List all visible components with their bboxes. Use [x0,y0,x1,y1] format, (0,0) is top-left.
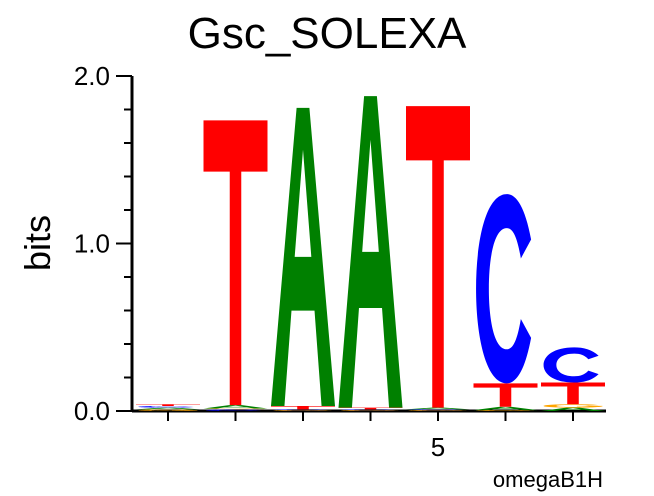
letter-A-pos2 [203,405,268,409]
y-tick-label: 0.0 [74,396,110,426]
letter-C-pos7 [543,347,599,383]
letter-A-pos1 [136,407,200,410]
letter-G-pos7 [543,404,603,408]
letter-G-pos3 [273,410,333,411]
letter-T-pos4 [338,407,403,410]
logo-position-3 [271,107,335,411]
letter-A-pos3 [271,107,335,406]
letter-T-pos7 [541,382,605,405]
letter-G-pos4 [341,410,400,411]
logo-position-2 [203,120,268,411]
letter-T-pos2 [203,120,268,406]
letter-G-pos6 [476,410,535,411]
letter-C-pos5 [408,409,464,411]
letter-T-pos5 [406,106,470,408]
letter-C-pos3 [273,409,329,411]
letter-T-pos1 [136,404,200,406]
letter-A-pos7 [541,407,605,411]
letter-T-pos6 [473,383,538,407]
y-tick-label: 1.0 [74,229,110,259]
logo-position-4 [338,96,403,411]
letter-G-pos2 [206,408,265,410]
letter-T-pos3 [271,405,335,410]
letter-G-pos1 [138,409,198,411]
x-tick-label: 5 [431,432,445,462]
footer-label: omegaB1H [493,467,603,492]
letter-G-pos5 [408,410,468,411]
letter-stacks [136,96,605,411]
letter-C-pos6 [476,194,532,384]
y-tick-label: 2.0 [74,61,110,91]
y-axis: 0.0 1.0 2.0 [74,61,134,426]
letter-A-pos4 [338,96,403,408]
y-axis-label: bits [17,215,58,271]
logo-position-5 [406,106,470,411]
letter-C-pos1 [138,405,194,408]
letter-C-pos4 [341,409,397,411]
letter-A-pos5 [406,407,470,410]
logo-position-6 [473,194,538,411]
chart-title: Gsc_SOLEXA [188,9,467,58]
x-axis: 5 [132,409,606,462]
logo-position-7 [541,347,605,411]
letter-C-pos2 [206,409,262,411]
logo-position-1 [136,404,200,411]
